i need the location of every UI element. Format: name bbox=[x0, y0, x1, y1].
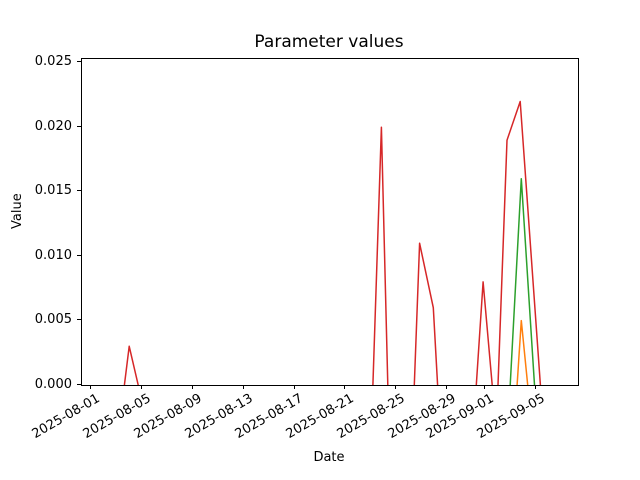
chart-title: Parameter values bbox=[254, 32, 404, 52]
y-tick bbox=[77, 319, 81, 321]
x-tick bbox=[535, 385, 537, 389]
series-orange-line bbox=[516, 319, 529, 385]
plot-area bbox=[81, 58, 579, 386]
x-tick bbox=[395, 385, 397, 389]
x-tick bbox=[484, 385, 486, 389]
y-tick bbox=[77, 383, 81, 385]
series-green-line bbox=[509, 178, 536, 385]
x-tick bbox=[191, 385, 193, 389]
series-red-line bbox=[372, 126, 389, 385]
y-tick-label: 0.000 bbox=[34, 376, 72, 392]
x-tick bbox=[293, 385, 295, 389]
x-tick bbox=[446, 385, 448, 389]
y-tick bbox=[77, 125, 81, 127]
x-tick bbox=[90, 385, 92, 389]
y-tick-label: 0.025 bbox=[34, 54, 72, 70]
series-red-line bbox=[475, 281, 493, 385]
x-axis-label: Date bbox=[313, 450, 345, 465]
y-tick bbox=[77, 61, 81, 63]
y-tick bbox=[77, 254, 81, 256]
y-tick bbox=[77, 190, 81, 192]
y-tick-label: 0.015 bbox=[34, 183, 72, 199]
y-tick-label: 0.020 bbox=[34, 118, 72, 134]
series-red-line bbox=[497, 100, 542, 385]
series-red-line bbox=[413, 242, 439, 385]
y-tick-label: 0.010 bbox=[34, 247, 72, 263]
series-red-line bbox=[123, 345, 139, 385]
x-tick bbox=[140, 385, 142, 389]
y-tick-label: 0.005 bbox=[34, 312, 72, 328]
line-chart-svg bbox=[123, 100, 542, 385]
y-axis-label: Value bbox=[10, 193, 25, 229]
x-tick bbox=[344, 385, 346, 389]
x-tick bbox=[242, 385, 244, 389]
